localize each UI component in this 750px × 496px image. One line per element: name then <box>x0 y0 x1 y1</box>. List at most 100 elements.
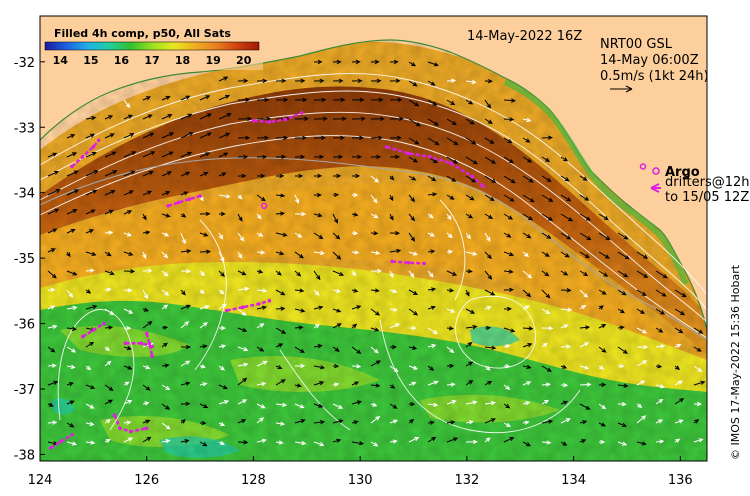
current-vector-arrow <box>199 364 207 369</box>
current-vector-arrow <box>85 421 95 427</box>
current-vector-arrow <box>636 441 647 446</box>
drifters-label-line1: drifters@12h <box>665 175 750 190</box>
current-vector-arrow <box>332 154 344 160</box>
current-vector-arrow <box>579 175 588 181</box>
drifter-position <box>481 184 485 188</box>
current-vector-arrow <box>351 250 360 255</box>
current-vector-arrow <box>218 400 230 405</box>
current-vector-arrow <box>693 419 700 424</box>
current-vector-arrow <box>47 380 59 386</box>
current-vector-arrow <box>408 437 420 443</box>
current-vector-arrow <box>294 419 306 424</box>
current-vector-arrow <box>389 175 395 181</box>
shelf-contour <box>40 157 707 341</box>
drifter-position <box>176 200 181 205</box>
current-vector-arrow <box>617 346 628 354</box>
current-vector-arrow <box>465 400 478 405</box>
current-vector-arrow <box>294 211 307 217</box>
current-vector-arrow <box>142 251 147 259</box>
current-vector-arrow <box>313 381 325 386</box>
current-vector-arrow <box>541 251 550 257</box>
current-vector-arrow <box>275 343 284 348</box>
drifter-position <box>70 164 74 169</box>
current-vector-arrow <box>560 194 572 202</box>
current-vector-arrow <box>636 270 649 279</box>
current-vector-arrow <box>389 439 398 444</box>
current-vector-arrow <box>237 97 251 103</box>
drifter-position <box>187 197 192 201</box>
current-vector-arrow <box>104 133 115 139</box>
current-vector-arrow <box>560 307 573 312</box>
current-vector-arrow <box>408 118 421 127</box>
drifter-track <box>392 260 425 265</box>
current-vector-arrow <box>674 365 680 371</box>
current-vector-arrow <box>503 437 515 443</box>
current-vector-arrow <box>237 154 249 160</box>
current-vector-arrow <box>218 251 225 263</box>
current-vector-arrow <box>579 213 591 221</box>
current-vector-arrow <box>389 78 401 84</box>
current-vector-arrow <box>161 213 171 218</box>
current-vector-arrow <box>180 321 190 329</box>
drifter-position <box>96 138 101 143</box>
current-vector-arrow <box>503 269 514 274</box>
current-vector-arrow <box>541 419 554 424</box>
current-vector-arrow <box>104 270 115 276</box>
current-vector-arrow <box>294 288 305 293</box>
current-vector-arrow <box>389 384 396 389</box>
current-vector-arrow <box>446 437 459 443</box>
current-vector-arrow <box>85 209 96 215</box>
current-vector-arrow <box>180 191 189 196</box>
current-vector-arrow <box>123 151 137 158</box>
current-vector-arrow <box>161 363 170 368</box>
current-vector-arrow <box>199 441 208 447</box>
current-vector-arrow <box>598 346 607 353</box>
current-vector-arrow <box>351 288 359 293</box>
current-vector-arrow <box>294 194 300 204</box>
current-vector-arrow <box>579 325 591 330</box>
current-vector-arrow <box>560 418 571 424</box>
current-vector-arrow <box>370 135 383 141</box>
current-vector-arrow <box>636 289 647 297</box>
current-vector-arrow <box>598 232 611 241</box>
drifter-position <box>144 331 149 336</box>
current-vector-arrow <box>370 116 385 122</box>
current-vector-arrow <box>161 251 169 259</box>
drifter-track <box>386 145 484 188</box>
current-vector-arrow <box>370 360 382 367</box>
current-vector-arrow <box>104 151 117 158</box>
current-vector-arrow <box>446 118 457 126</box>
current-vector-arrow <box>522 175 534 183</box>
current-vector-arrow <box>314 192 322 198</box>
current-vector-arrow <box>142 401 150 406</box>
current-vector-arrow <box>237 251 243 259</box>
current-vector-arrow <box>66 346 77 353</box>
current-vector-arrow <box>370 230 379 236</box>
current-vector-arrow <box>560 324 569 329</box>
current-vector-arrow <box>85 341 95 348</box>
current-vector-arrow <box>313 403 324 408</box>
current-vector-arrow <box>522 326 534 331</box>
current-vector-arrow <box>123 400 133 405</box>
current-vector-arrow <box>47 270 57 279</box>
current-vector-arrow <box>579 194 590 201</box>
current-vector-arrow <box>522 251 529 258</box>
current-vector-arrow <box>123 325 132 331</box>
current-vector-arrow <box>351 420 359 425</box>
current-vector-arrow <box>636 403 643 408</box>
current-vector-arrow <box>655 384 665 389</box>
current-vector-arrow <box>446 232 453 239</box>
drifter-position <box>166 204 170 208</box>
current-vector-arrow <box>142 268 153 274</box>
current-vector-arrow <box>180 289 186 296</box>
current-vector-arrow <box>693 327 704 334</box>
current-vector-arrow <box>408 137 420 145</box>
current-vector-arrow <box>161 422 171 430</box>
current-vector-arrow <box>408 401 416 407</box>
current-vector-arrow <box>256 323 265 329</box>
lat-tick-label: -34 <box>14 187 35 202</box>
current-vector-arrow <box>218 76 229 82</box>
current-vector-arrow <box>503 194 515 202</box>
current-vector-arrow <box>389 288 398 293</box>
drifter-track <box>71 139 100 168</box>
